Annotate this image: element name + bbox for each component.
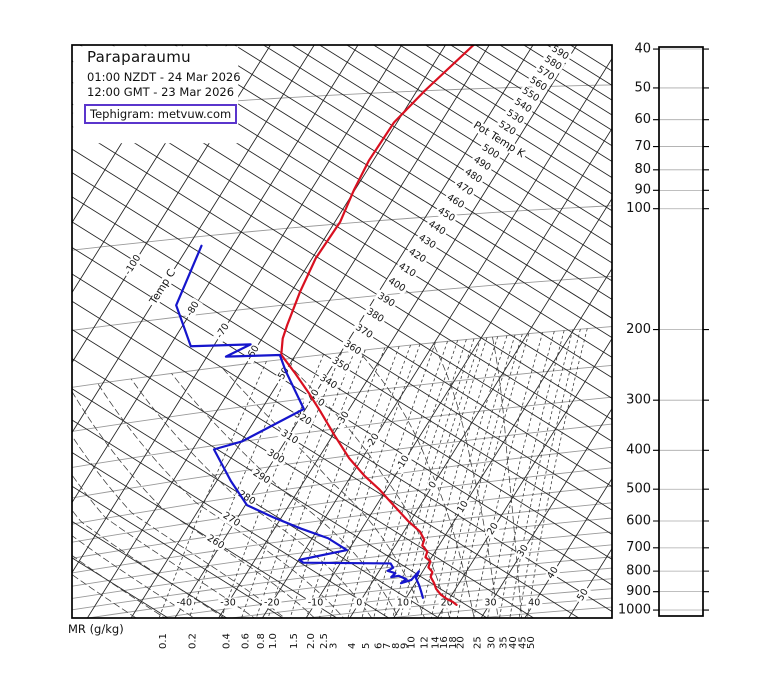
station-title: Paraparaumu — [87, 48, 191, 66]
gmt-time-label: 12:00 GMT - 23 Mar 2026 — [87, 85, 235, 99]
source-link-box[interactable]: Tephigram: metvuw.com — [84, 104, 238, 124]
local-time-label: 01:00 NZDT - 24 Mar 2026 — [87, 70, 241, 84]
mixing-ratio-axis-title: MR (g/kg) — [68, 622, 124, 636]
